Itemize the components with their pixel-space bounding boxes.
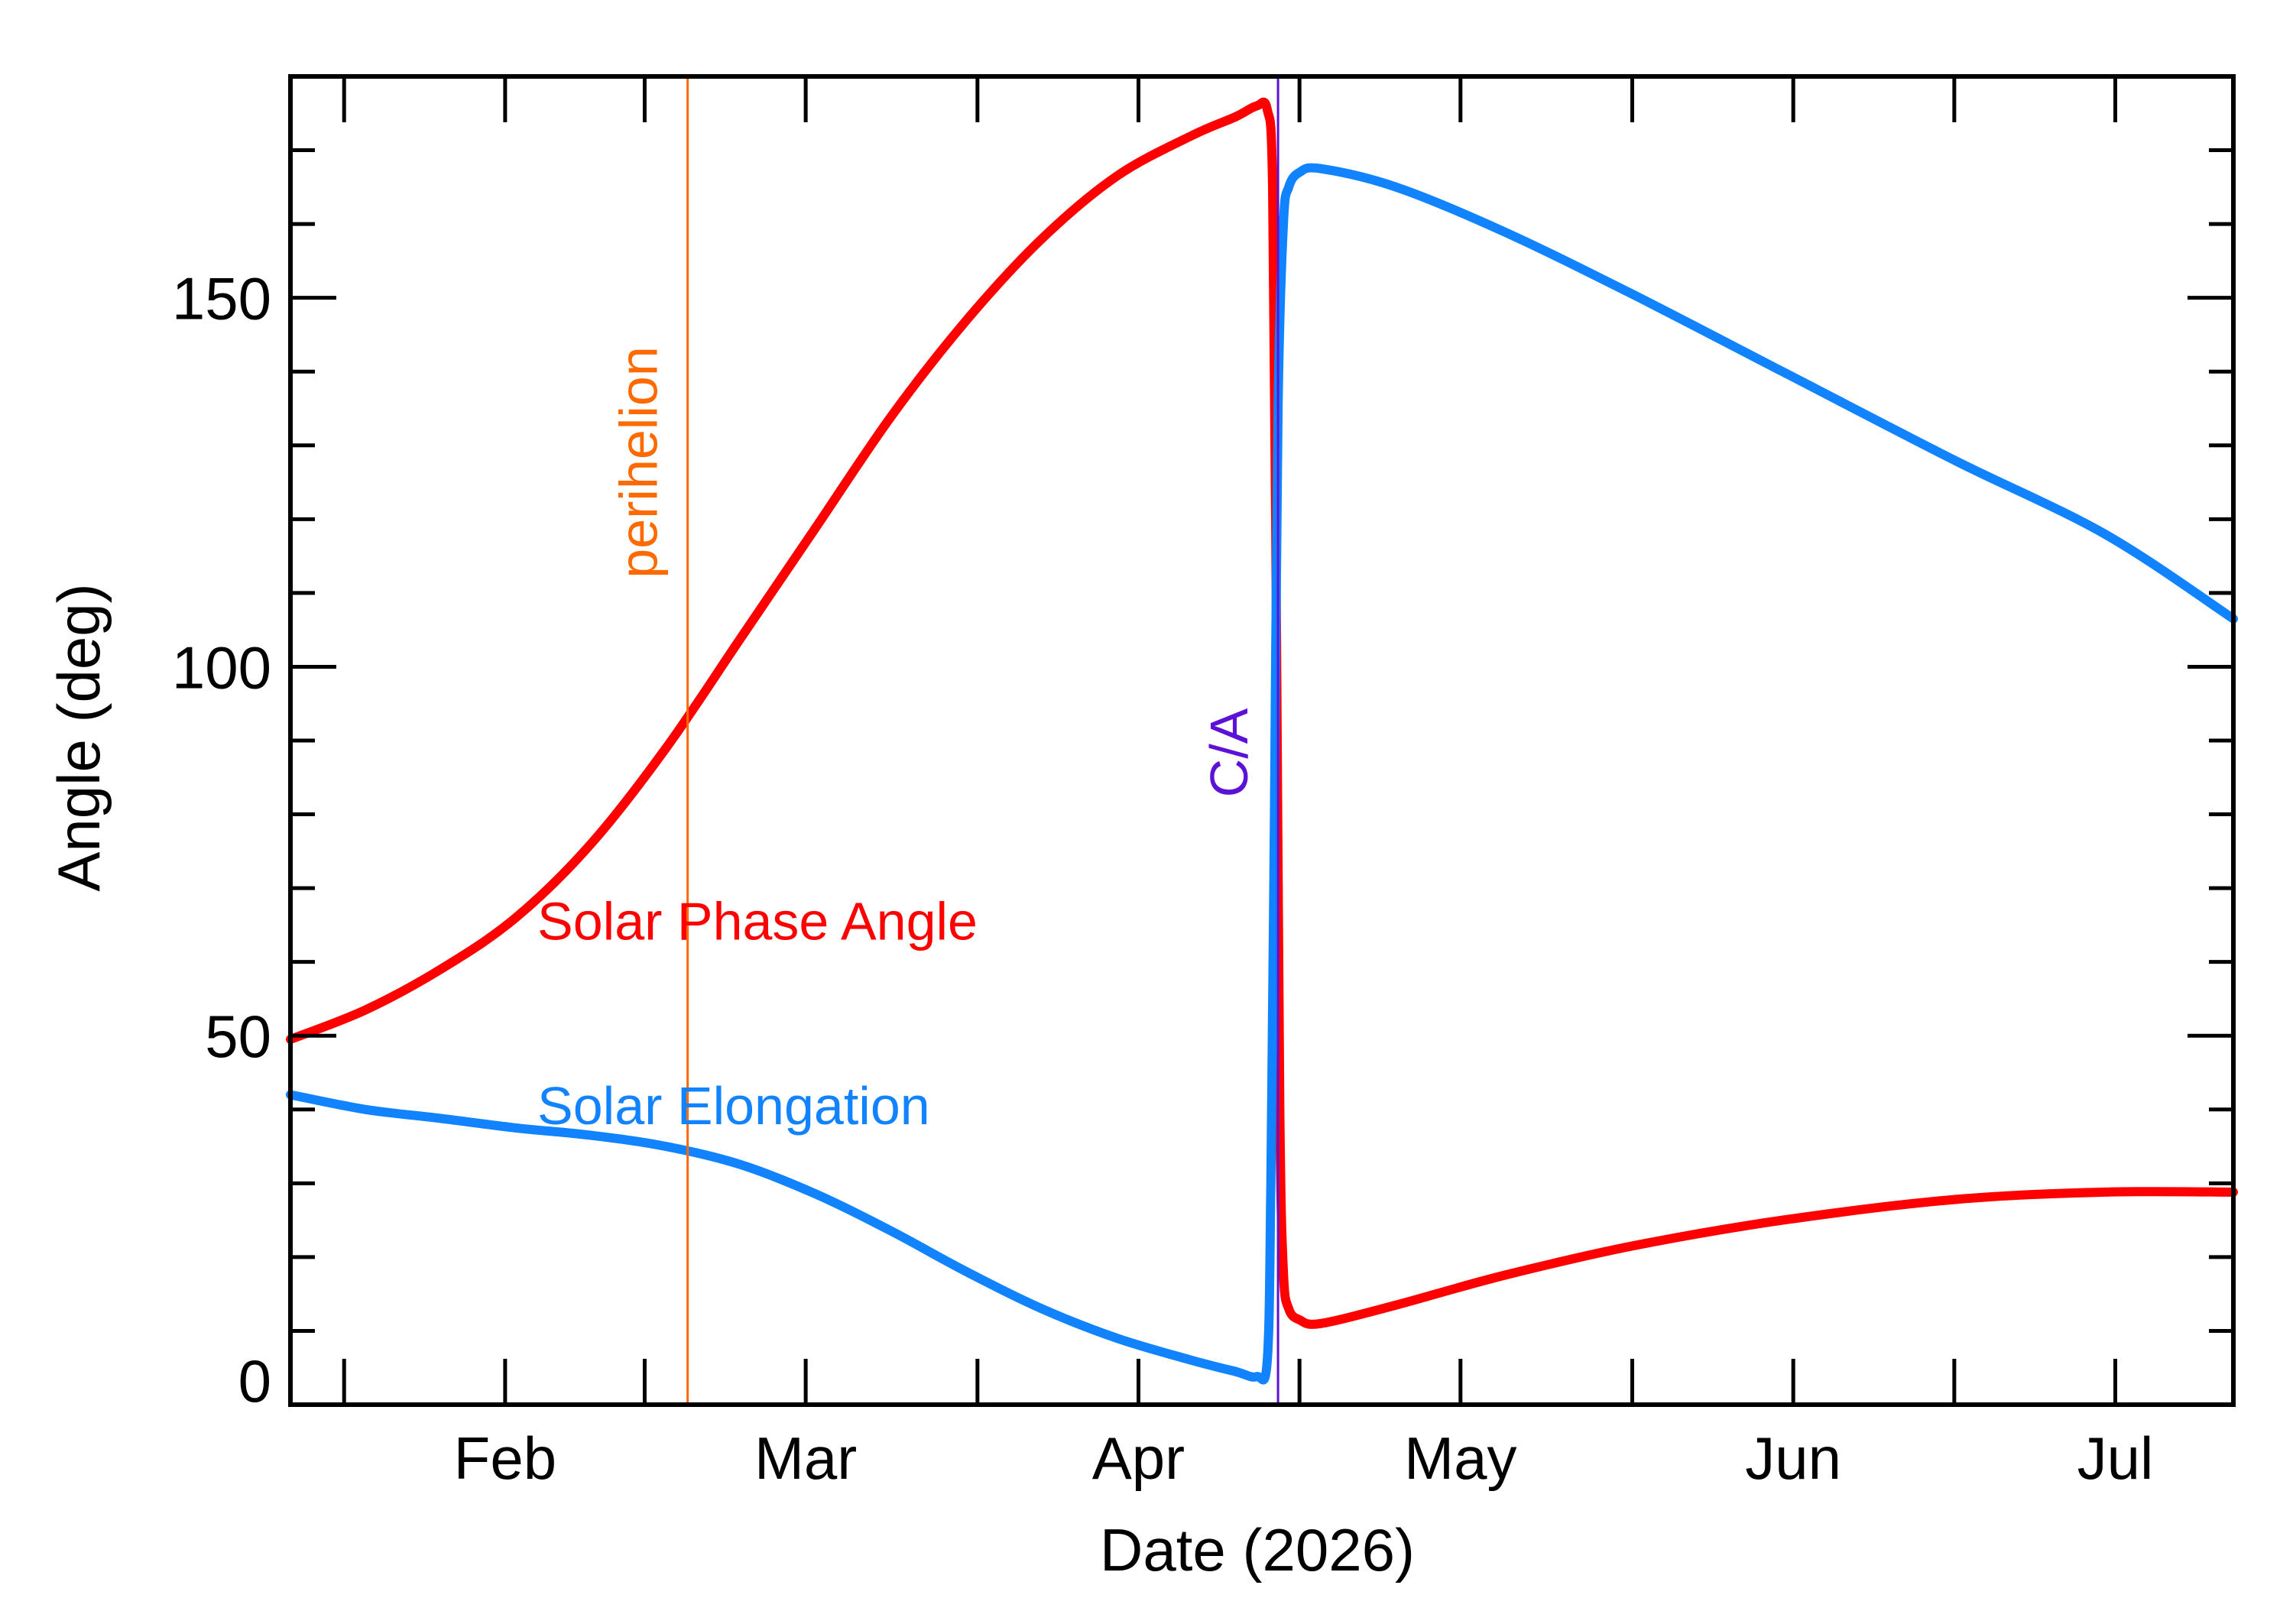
series-label-phase-angle: Solar Phase Angle xyxy=(537,892,978,951)
x-tick-label: Jun xyxy=(1745,1425,1841,1492)
y-tick-label: 0 xyxy=(238,1347,271,1415)
annotation-lines: perihelion C/A xyxy=(609,76,1279,1405)
series-labels: Solar Phase Angle Solar Elongation xyxy=(537,892,978,1136)
series-label-elongation: Solar Elongation xyxy=(537,1076,930,1136)
x-tick-label: Jul xyxy=(2077,1425,2154,1492)
series-line-phase-angle xyxy=(286,97,2238,1329)
x-tick-label: May xyxy=(1404,1425,1516,1492)
axis-ticks xyxy=(290,74,2233,1407)
annotation-label-closest-approach: C/A xyxy=(1199,708,1259,797)
x-tick-label: Apr xyxy=(1092,1425,1185,1492)
plot-frame xyxy=(288,74,2236,1407)
x-axis-label: Date (2026) xyxy=(1100,1516,1415,1583)
series-line-elongation xyxy=(286,163,2238,1385)
y-tick-label: 50 xyxy=(205,1003,271,1070)
plot-lines xyxy=(286,97,2238,1385)
x-tick-label: Mar xyxy=(754,1425,857,1492)
x-tick-label: Feb xyxy=(454,1425,556,1492)
y-tick-label: 150 xyxy=(172,265,271,332)
y-axis-label: Angle (deg) xyxy=(45,583,112,891)
plot-border xyxy=(288,74,2236,1407)
y-tick-label: 100 xyxy=(172,634,271,701)
annotation-label-perihelion: perihelion xyxy=(609,346,669,579)
tick-labels: 0 50 100 150 Feb Mar Apr May Jun Jul xyxy=(172,265,2154,1492)
